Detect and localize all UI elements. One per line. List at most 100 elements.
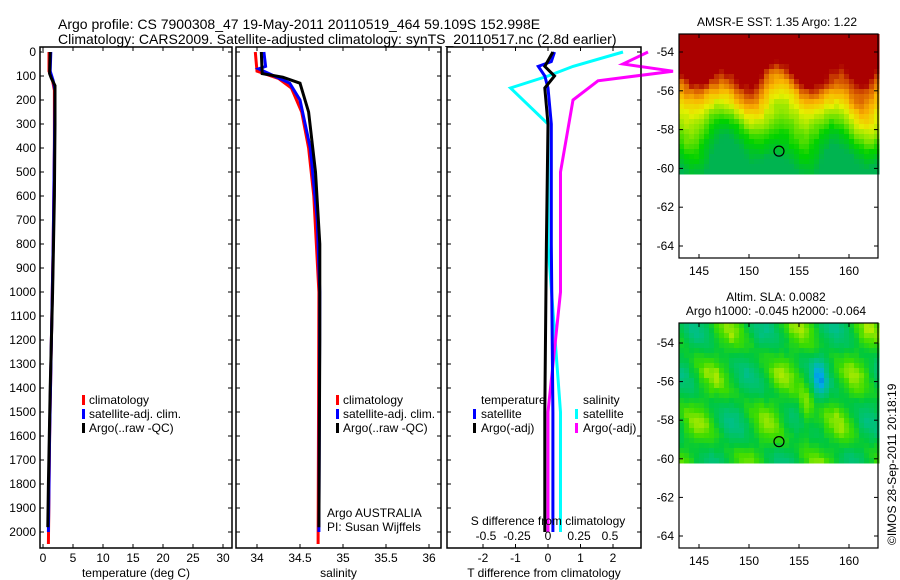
map-cell [864, 109, 870, 115]
map-cell [804, 129, 810, 135]
map-cell [784, 144, 790, 150]
map-cell [694, 418, 700, 424]
map-cell [694, 373, 700, 379]
map-cell [754, 109, 760, 115]
map-cell [844, 34, 850, 40]
map-cell [714, 353, 720, 359]
map-cell [844, 109, 850, 115]
map-cell [814, 388, 820, 394]
map-cell [769, 49, 775, 55]
map-cell [869, 134, 875, 140]
map-cell [874, 373, 880, 379]
map-cell [769, 433, 775, 439]
map-cell [744, 149, 750, 155]
map-cell [709, 39, 715, 45]
map-cell [739, 84, 745, 90]
map-cell [769, 69, 775, 75]
map-cell [769, 94, 775, 100]
map-cell [859, 343, 865, 349]
map-cell [839, 348, 845, 354]
map-cell [824, 119, 830, 125]
map-cell [759, 114, 765, 120]
map-cell [734, 353, 740, 359]
map-cell [844, 393, 850, 399]
map-cell [774, 114, 780, 120]
map-cell [719, 144, 725, 150]
map-cell [839, 398, 845, 404]
map-cell [724, 169, 730, 175]
map-cell [779, 433, 785, 439]
map-cell [684, 39, 690, 45]
map-cell [824, 328, 830, 334]
map-cell [784, 333, 790, 339]
map-cell [859, 144, 865, 150]
map-y-tick-label: -54 [657, 336, 675, 350]
map-cell [744, 44, 750, 50]
map-cell [724, 378, 730, 384]
map-cell [799, 114, 805, 120]
map-cell [819, 99, 825, 105]
map-cell [874, 94, 880, 100]
map-cell [739, 39, 745, 45]
map-cell [804, 39, 810, 45]
map-cell [819, 353, 825, 359]
map-cell [814, 114, 820, 120]
map-cell [729, 129, 735, 135]
map-cell [789, 438, 795, 444]
map-cell [749, 408, 755, 414]
map-cell [729, 159, 735, 165]
map-cell [799, 338, 805, 344]
map-cell [704, 84, 710, 90]
map-cell [694, 398, 700, 404]
map-cell [689, 154, 695, 160]
map-cell [679, 333, 685, 339]
map-cell [869, 443, 875, 449]
map-cell [779, 44, 785, 50]
map-cell [749, 458, 755, 464]
map-cell [814, 403, 820, 409]
map-cell [809, 119, 815, 125]
legend-label: Argo(-adj) [481, 421, 534, 435]
map-cell [809, 54, 815, 60]
map-cell [689, 129, 695, 135]
map-cell [799, 34, 805, 40]
map-cell [784, 403, 790, 409]
map-cell [814, 84, 820, 90]
map-cell [834, 104, 840, 110]
map-cell [834, 448, 840, 454]
map-cell [824, 74, 830, 80]
map-cell [799, 408, 805, 414]
map-cell [709, 134, 715, 140]
map-cell [794, 114, 800, 120]
map-cell [754, 154, 760, 160]
map-cell [679, 383, 685, 389]
map-cell [794, 343, 800, 349]
map-cell [799, 149, 805, 155]
map-cell [689, 333, 695, 339]
map-cell [714, 388, 720, 394]
map-cell [874, 159, 880, 165]
map-cell [819, 54, 825, 60]
map-cell [744, 343, 750, 349]
map-cell [779, 453, 785, 459]
map-cell [699, 343, 705, 349]
map-cell [799, 169, 805, 175]
map-cell [844, 114, 850, 120]
map-cell [729, 358, 735, 364]
map-cell [714, 74, 720, 80]
map-cell [684, 393, 690, 399]
map-cell [734, 34, 740, 40]
map-cell [824, 99, 830, 105]
map-cell [699, 119, 705, 125]
map-cell [804, 104, 810, 110]
map-cell [799, 398, 805, 404]
map-cell [849, 109, 855, 115]
map-cell [839, 423, 845, 429]
map-cell [849, 403, 855, 409]
map-cell [859, 433, 865, 439]
map-cell [684, 378, 690, 384]
map-cell [774, 74, 780, 80]
map-cell [849, 94, 855, 100]
map-cell [779, 169, 785, 175]
map-cell [854, 164, 860, 170]
